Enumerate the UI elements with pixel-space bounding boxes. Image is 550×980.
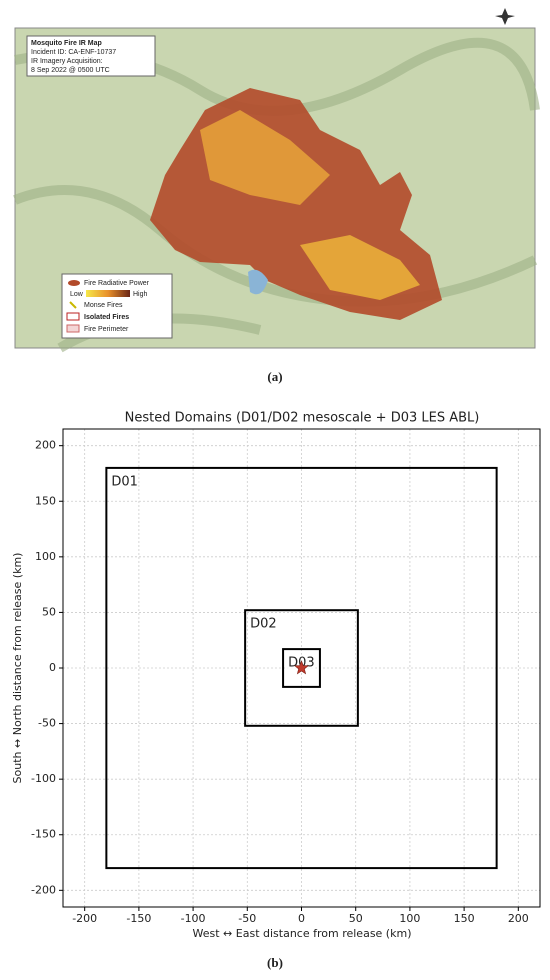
legend-item: Isolated Fires bbox=[84, 314, 129, 321]
y-tick-label: -200 bbox=[31, 883, 56, 896]
y-tick-label: 150 bbox=[35, 494, 56, 507]
x-tick-label: -150 bbox=[126, 912, 151, 925]
x-tick-label: 0 bbox=[298, 912, 305, 925]
y-tick-label: 100 bbox=[35, 550, 56, 563]
domain-label: D02 bbox=[250, 617, 277, 632]
fire-hotspot bbox=[300, 235, 420, 300]
x-tick-label: 200 bbox=[508, 912, 529, 925]
x-tick-label: 150 bbox=[454, 912, 475, 925]
x-tick-label: 50 bbox=[349, 912, 363, 925]
x-tick-label: -200 bbox=[72, 912, 97, 925]
y-tick-label: 0 bbox=[49, 661, 56, 674]
map-legend bbox=[61, 273, 173, 339]
legend-low: Low bbox=[70, 291, 84, 298]
y-tick-label: 50 bbox=[42, 605, 56, 618]
y-tick-label: -100 bbox=[31, 772, 56, 785]
map-info-box bbox=[26, 35, 156, 77]
x-tick-label: -100 bbox=[181, 912, 206, 925]
caption: (b) bbox=[267, 955, 283, 970]
x-tick-label: 100 bbox=[399, 912, 420, 925]
map-panel: Mosquito Fire IR Map Incident ID: CA-ENF… bbox=[13, 8, 540, 353]
plot-frame bbox=[62, 428, 541, 908]
map-info: IR Imagery Acquisition: bbox=[31, 58, 103, 65]
legend-swatch bbox=[66, 312, 80, 321]
legend-title: Fire Radiative Power bbox=[84, 280, 150, 287]
x-axis-label: West ↔ East distance from release (km) bbox=[193, 927, 412, 940]
map-info: Incident ID: CA-ENF-10737 bbox=[31, 49, 116, 56]
north-arrow bbox=[495, 8, 515, 25]
legend-item: Monse Fires bbox=[84, 302, 123, 309]
legend-swatch bbox=[69, 301, 77, 309]
domain-box bbox=[244, 609, 359, 727]
caption: (a) bbox=[267, 369, 282, 384]
fire-hotspot bbox=[200, 110, 330, 205]
legend-item: Fire Perimeter bbox=[84, 326, 129, 333]
y-tick-label: -50 bbox=[38, 717, 56, 730]
domain-box bbox=[105, 466, 498, 870]
y-axis-label: South ↔ North distance from release (km) bbox=[11, 553, 24, 784]
lake bbox=[248, 269, 268, 295]
release-point bbox=[293, 660, 310, 675]
legend-gradient bbox=[86, 290, 130, 297]
legend-swatch bbox=[66, 324, 80, 333]
domain-box bbox=[282, 648, 321, 688]
x-tick-label: -50 bbox=[238, 912, 256, 925]
y-tick-label: 200 bbox=[35, 439, 56, 452]
legend-swatch bbox=[68, 280, 80, 286]
y-tick-label: -150 bbox=[31, 828, 56, 841]
legend-high: High bbox=[133, 291, 148, 298]
domain-label: D01 bbox=[111, 474, 138, 489]
chart-title: Nested Domains (D01/D02 mesoscale + D03 … bbox=[125, 411, 480, 426]
map-info: 8 Sep 2022 @ 0500 UTC bbox=[31, 67, 110, 74]
map-title: Mosquito Fire IR Map bbox=[31, 40, 102, 47]
